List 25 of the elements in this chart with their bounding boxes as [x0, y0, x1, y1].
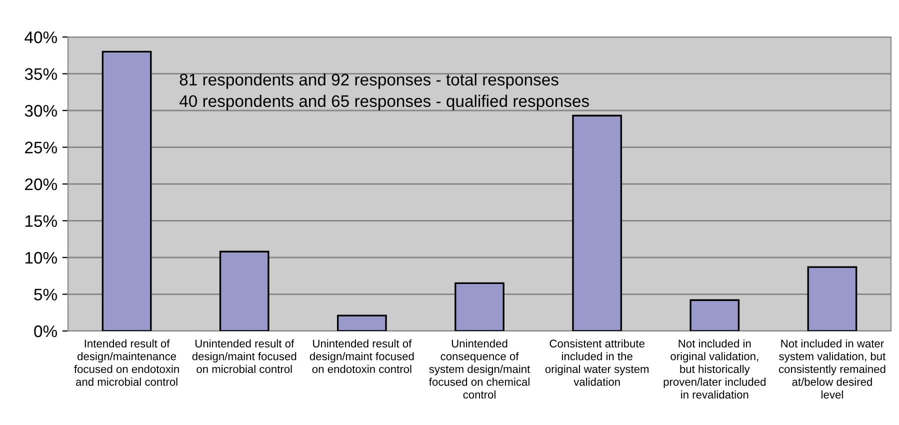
bar: [454, 282, 504, 331]
y-tick-label: 5%: [34, 288, 57, 300]
bar: [219, 250, 270, 331]
bar: [572, 114, 622, 331]
y-tick-label: 15%: [25, 215, 57, 227]
bar: [690, 299, 740, 331]
annotation: 40 respondents and 65 responses - qualified responses: [179, 94, 589, 110]
x-tick-label: Consistent attribute included in the original water system validation: [545, 339, 649, 386]
x-tick-label: Not included in water system validation, but consistently remained at/below desired level: [778, 339, 886, 399]
y-tick-label: 10%: [25, 252, 57, 264]
x-tick-label: Unintended result of design/maint focused on endotoxin control: [310, 339, 414, 374]
y-tick-label: 40%: [24, 31, 57, 44]
annotation: 81 respondents and 92 responses - total responses: [180, 73, 558, 89]
y-tick-label: 35%: [24, 68, 57, 80]
x-tick-label: Not included in original validation, but historically proven/later included in revalidation: [664, 339, 766, 399]
bar: [807, 266, 858, 331]
y-tick-label: 30%: [24, 104, 57, 117]
x-tick-label: Intended result of design/maintenance focused on endotoxin and microbial control: [74, 339, 179, 386]
bar: [102, 50, 152, 331]
bar: [336, 314, 387, 331]
x-tick-label: Unintended consequence of system design/maint focused on chemical control: [429, 339, 530, 399]
x-tick-label: Unintended result of design/maint focused on microbial control: [192, 339, 296, 374]
y-tick-label: 0%: [34, 325, 57, 338]
y-tick-label: 20%: [25, 178, 57, 190]
y-tick-label: 25%: [25, 142, 57, 154]
